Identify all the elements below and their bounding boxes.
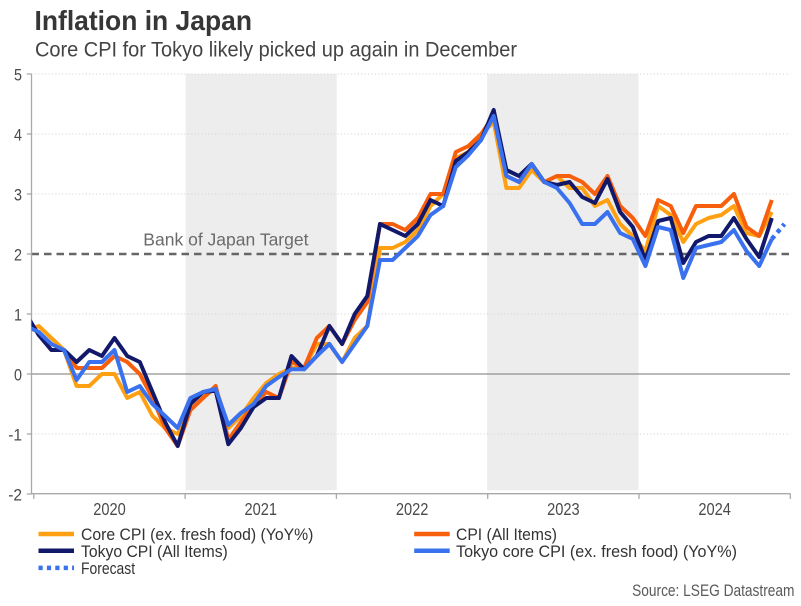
svg-text:1: 1	[14, 306, 22, 325]
svg-text:Source: LSEG Datastream: Source: LSEG Datastream	[632, 581, 794, 600]
svg-text:4: 4	[14, 126, 22, 145]
svg-text:2: 2	[14, 246, 22, 265]
svg-text:5: 5	[14, 66, 22, 85]
svg-text:-2: -2	[8, 486, 22, 505]
svg-text:2022: 2022	[396, 499, 429, 519]
svg-text:Tokyo core CPI (ex. fresh food: Tokyo core CPI (ex. fresh food) (YoY%)	[456, 542, 737, 561]
svg-text:Inflation in Japan: Inflation in Japan	[35, 5, 253, 36]
svg-text:-1: -1	[8, 426, 22, 445]
svg-text:Forecast: Forecast	[81, 559, 135, 578]
svg-text:2020: 2020	[93, 499, 126, 519]
svg-text:0: 0	[14, 366, 22, 385]
svg-text:Tokyo CPI (All Items): Tokyo CPI (All Items)	[81, 542, 228, 561]
svg-text:2023: 2023	[547, 499, 580, 519]
svg-text:3: 3	[14, 186, 22, 205]
svg-text:Core CPI for Tokyo likely pick: Core CPI for Tokyo likely picked up agai…	[35, 39, 517, 62]
svg-text:Bank of Japan Target: Bank of Japan Target	[143, 229, 308, 249]
svg-text:2021: 2021	[245, 499, 278, 519]
svg-text:2024: 2024	[698, 499, 731, 519]
svg-text:Core CPI (ex. fresh food) (YoY: Core CPI (ex. fresh food) (YoY%)	[81, 525, 313, 544]
svg-text:CPI (All Items): CPI (All Items)	[456, 525, 557, 544]
